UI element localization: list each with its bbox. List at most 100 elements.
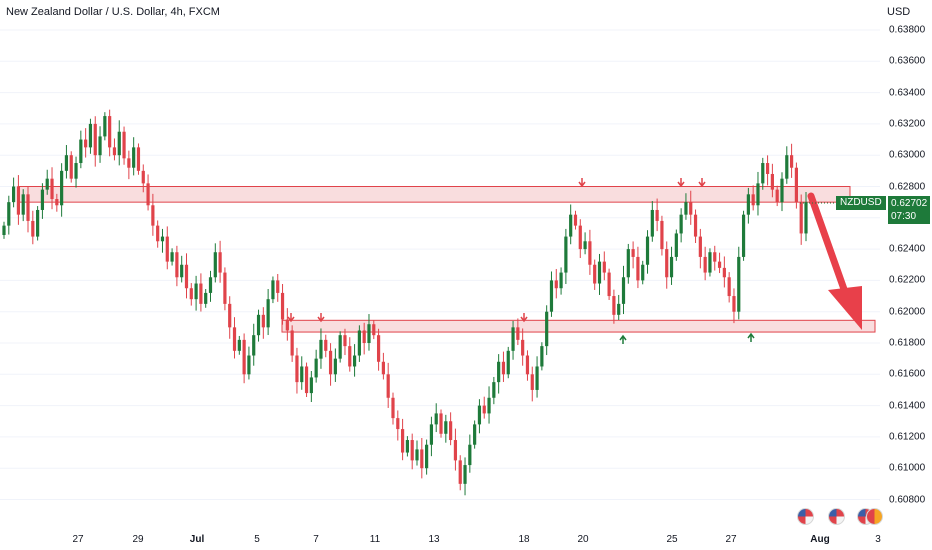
x-tick-label: 11 (369, 534, 381, 545)
candle-up (785, 155, 789, 179)
candle-down (593, 264, 597, 284)
us-event-icon[interactable] (828, 508, 845, 525)
y-tick-label: 0.61000 (889, 462, 926, 474)
candle-down (69, 155, 73, 179)
candle-down (439, 413, 443, 434)
candle-up (213, 252, 217, 278)
candle-down (607, 272, 611, 297)
candle-down (516, 327, 520, 340)
candle-down (573, 214, 578, 226)
candle-up (40, 189, 45, 210)
resistance-arrow-marker (317, 313, 325, 323)
candle-down (386, 374, 390, 398)
candle-down (184, 264, 189, 289)
y-tick-label: 0.60800 (889, 494, 926, 505)
candle-up (506, 350, 510, 375)
candle-up (429, 424, 434, 445)
candle-up (314, 358, 318, 378)
candle-up (2, 225, 6, 236)
candle-down (218, 252, 222, 273)
candle-down (324, 339, 328, 351)
candle-down (501, 361, 506, 375)
candle-up (780, 178, 784, 203)
candle-down (703, 256, 707, 273)
y-tick-label: 0.61600 (889, 368, 926, 380)
forecast-arrow-head (828, 286, 862, 330)
candle-down (55, 199, 59, 206)
candle-down (693, 214, 698, 237)
candle-up (271, 280, 275, 300)
candle-up (36, 209, 40, 237)
candle-down (127, 158, 131, 168)
candle-up (117, 131, 121, 156)
candle-down (261, 314, 265, 328)
candle-down (612, 296, 616, 315)
candle-up (357, 330, 361, 356)
candle-up (650, 209, 654, 237)
us-event-icon[interactable] (797, 508, 814, 525)
support-zone (281, 319, 876, 333)
candle-up (60, 170, 64, 206)
candle-down (156, 225, 160, 242)
candle-up (208, 277, 213, 293)
candle-down (108, 116, 112, 148)
candle-down (228, 303, 232, 328)
candle-down (698, 236, 702, 257)
candle-up (338, 335, 342, 359)
candle-up (180, 264, 184, 278)
y-tick-label: 0.63800 (889, 24, 926, 36)
y-tick-label: 0.62000 (889, 306, 926, 318)
symbol-badge[interactable]: NZDUSD (836, 196, 886, 210)
y-tick-label: 0.62400 (889, 243, 926, 255)
candle-down (199, 283, 203, 304)
candle-up (319, 339, 323, 359)
candle-down (396, 418, 400, 430)
candle-down (362, 330, 366, 343)
candle-up (74, 163, 78, 179)
candle-up (669, 256, 674, 278)
price-value: 0.62702 (891, 198, 928, 209)
resistance-arrow-marker (578, 178, 586, 188)
candle-down (410, 440, 414, 461)
candle-down (400, 429, 405, 453)
candle-up (170, 252, 174, 262)
candle-down (376, 335, 381, 362)
candle-down (50, 178, 54, 200)
candle-down (136, 147, 141, 171)
candle-up (21, 194, 25, 215)
candle-up (12, 186, 16, 203)
x-tick-label: 18 (518, 534, 530, 545)
currency-label: USD (887, 6, 911, 18)
candle-down (223, 272, 227, 304)
x-tick-label: Jul (189, 534, 205, 545)
candle-down (232, 327, 237, 351)
candle-up (252, 335, 256, 356)
candle-down (165, 236, 169, 262)
candle-down (372, 324, 376, 336)
candle-up (256, 314, 261, 336)
candle-up (583, 241, 587, 250)
candle-down (727, 277, 731, 297)
x-tick-label: 27 (725, 534, 737, 545)
x-tick-label: 27 (72, 534, 84, 545)
candle-down (453, 440, 458, 461)
candle-up (309, 377, 313, 394)
candle-down (151, 205, 155, 226)
candle-down (242, 339, 246, 375)
x-tick-label: 13 (428, 534, 440, 545)
candle-down (530, 374, 534, 390)
y-tick-label: 0.61200 (889, 431, 926, 443)
candle-up (237, 339, 241, 351)
candle-down (26, 194, 30, 221)
candle-down (717, 261, 722, 268)
event-group-icon[interactable] (866, 508, 883, 525)
forecast-arrow-shaft (807, 192, 849, 296)
x-tick-label: 29 (132, 534, 144, 545)
candle-down (799, 202, 803, 234)
candle-up (597, 261, 602, 284)
candle-down (112, 147, 117, 156)
candle-down (343, 335, 347, 347)
candle-up (266, 299, 270, 328)
y-tick-label: 0.63000 (889, 149, 926, 161)
